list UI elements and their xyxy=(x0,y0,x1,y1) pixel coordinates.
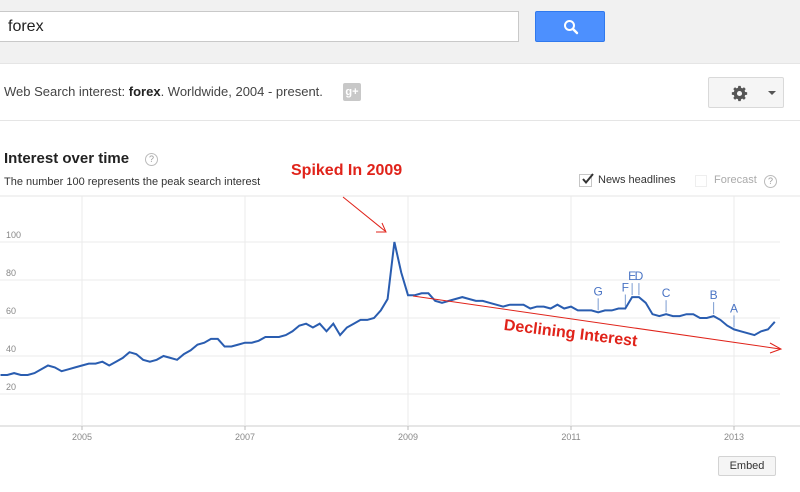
x-axis-ticks: 2005 2007 2009 2011 2013 xyxy=(72,432,744,442)
query-summary: Web Search interest: forex. Worldwide, 2… xyxy=(4,84,323,99)
gear-icon xyxy=(731,85,748,102)
y-tick-label: 100 xyxy=(6,230,21,240)
chart-grid xyxy=(0,195,800,430)
event-marker-label: F xyxy=(622,281,629,295)
event-marker-label: B xyxy=(710,288,718,302)
event-marker-label: G xyxy=(593,284,602,298)
news-event-markers: G FED C BA xyxy=(593,269,738,328)
decline-arrow-head xyxy=(769,342,783,354)
spike-arrow-head xyxy=(376,222,387,233)
forecast-help-icon[interactable]: ? xyxy=(764,175,777,188)
decline-arrow xyxy=(412,295,781,350)
x-tick-label: 2007 xyxy=(235,432,255,442)
help-icon[interactable]: ? xyxy=(145,153,158,166)
annotation-arrows xyxy=(342,196,783,354)
section-subtitle: The number 100 represents the peak searc… xyxy=(4,176,261,188)
settings-button[interactable] xyxy=(708,77,784,108)
x-tick-label: 2009 xyxy=(398,432,418,442)
search-input[interactable]: forex xyxy=(0,11,519,42)
forecast-label[interactable]: Forecast xyxy=(714,174,757,186)
top-search-bar: forex xyxy=(0,0,800,64)
event-marker-f[interactable]: F xyxy=(622,281,629,307)
summary-prefix: Web Search interest: xyxy=(4,84,129,99)
event-marker-label: C xyxy=(662,286,671,300)
checkmark-icon xyxy=(582,173,594,185)
embed-button[interactable]: Embed xyxy=(718,456,776,476)
event-marker-label: A xyxy=(730,301,738,315)
summary-suffix: . Worldwide, 2004 - present. xyxy=(160,84,323,99)
event-marker-d[interactable]: D xyxy=(635,269,644,296)
news-headlines-label[interactable]: News headlines xyxy=(598,174,676,186)
spike-annotation: Spiked In 2009 xyxy=(291,162,403,179)
forecast-checkbox[interactable] xyxy=(695,175,707,187)
event-marker-a[interactable]: A xyxy=(730,301,738,328)
x-tick-label: 2013 xyxy=(724,432,744,442)
event-marker-g[interactable]: G xyxy=(593,284,603,311)
y-tick-label: 60 xyxy=(6,306,16,316)
section-title: Interest over time xyxy=(4,150,130,167)
event-marker-label: E xyxy=(628,269,636,283)
series-line xyxy=(0,241,776,376)
event-marker-c[interactable]: C xyxy=(662,286,671,313)
y-axis-ticks: 20 40 60 80 100 xyxy=(6,230,21,392)
x-tick-label: 2011 xyxy=(561,432,580,442)
summary-term: forex xyxy=(128,84,161,99)
x-tick-label: 2005 xyxy=(72,432,92,442)
y-tick-label: 80 xyxy=(6,268,16,278)
chevron-down-icon xyxy=(768,91,776,95)
search-button[interactable] xyxy=(535,11,605,42)
event-marker-b[interactable]: B xyxy=(710,288,718,315)
event-marker-e[interactable]: E xyxy=(628,269,636,296)
query-summary-bar: Web Search interest: forex. Worldwide, 2… xyxy=(0,65,800,121)
y-tick-label: 20 xyxy=(6,382,16,392)
news-headlines-checkbox[interactable] xyxy=(579,173,594,187)
google-plus-share-button[interactable]: g+ xyxy=(343,83,361,101)
spike-arrow xyxy=(342,196,386,232)
search-icon xyxy=(564,20,579,35)
y-tick-label: 40 xyxy=(6,344,16,354)
event-marker-label: D xyxy=(635,269,644,283)
